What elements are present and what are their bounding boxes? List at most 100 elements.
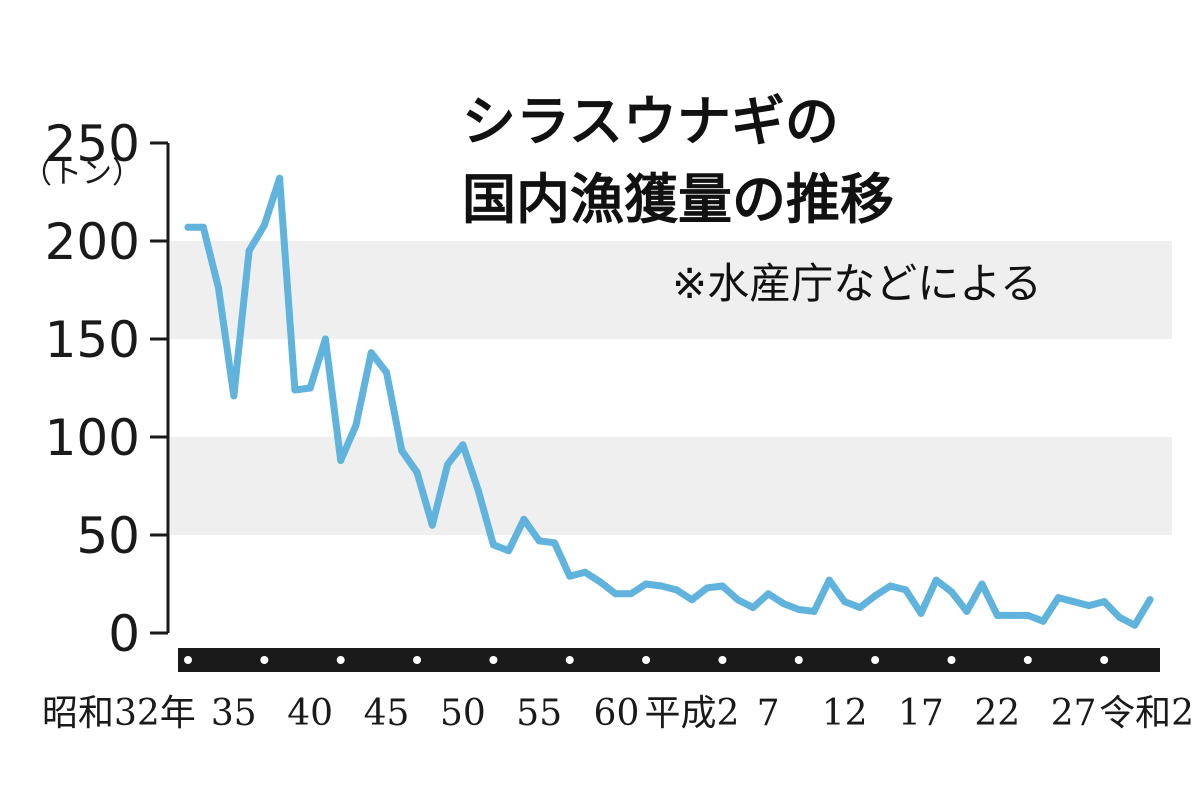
x-tick-label: 60 — [594, 693, 640, 734]
x-tick-label: 12 — [822, 693, 868, 734]
data-points — [184, 174, 1154, 629]
x-axis-dot — [794, 656, 803, 664]
series-line — [184, 174, 1154, 629]
data-point-1995 — [764, 590, 772, 598]
y-axis-ticks: 250 200 150 100 50 0 — [45, 115, 168, 663]
x-tick-label: 平成2 — [644, 693, 739, 734]
data-point-1957 — [184, 223, 192, 231]
y-axis-unit-label: （トン） — [22, 156, 142, 191]
data-point-1967 — [337, 457, 345, 465]
x-axis-dot — [413, 656, 422, 664]
data-point-2008 — [963, 607, 971, 615]
grid-band-2 — [170, 437, 1172, 535]
data-point-2004 — [902, 586, 910, 594]
x-axis-dot — [642, 656, 651, 664]
data-point-1983 — [581, 568, 589, 576]
x-tick-label: 50 — [440, 693, 486, 734]
data-point-1973 — [428, 521, 436, 529]
data-point-2017 — [1100, 598, 1108, 606]
data-point-1970 — [383, 368, 391, 376]
data-point-1977 — [489, 541, 497, 549]
data-point-2013 — [1039, 617, 1047, 625]
x-axis-dot — [184, 656, 192, 664]
data-point-2012 — [1024, 611, 1032, 619]
data-point-1963 — [276, 174, 284, 182]
y-tick-label: 200 — [45, 213, 140, 271]
x-tick-label: 55 — [516, 693, 562, 734]
data-point-2007 — [947, 588, 955, 596]
data-point-1985 — [612, 590, 620, 598]
chart-title-line-2: 国内漁獲量の推移 — [462, 168, 894, 231]
data-point-1968 — [352, 421, 360, 429]
x-tick-label: 45 — [364, 693, 410, 734]
data-point-1989 — [673, 586, 681, 594]
chart-title-line-1: シラスウナギの — [462, 90, 839, 153]
data-point-2011 — [1009, 611, 1017, 619]
data-point-1998 — [810, 607, 818, 615]
y-tick-label: 150 — [45, 311, 140, 369]
data-point-1979 — [520, 515, 528, 523]
data-point-1992 — [718, 582, 726, 590]
data-point-1975 — [459, 441, 467, 449]
data-point-2020 — [1146, 596, 1154, 604]
data-point-1981 — [550, 539, 558, 547]
data-point-2001 — [856, 604, 864, 612]
data-point-1974 — [444, 460, 452, 468]
data-point-1971 — [398, 447, 406, 455]
x-tick-label: 令和2 — [1099, 693, 1194, 734]
y-tick-label: 0 — [108, 605, 140, 663]
x-axis-tick-labels: 昭和32年 35 40 45 50 55 60 平成2 7 12 17 22 27 令和2 — [42, 693, 1194, 734]
y-tick-label: 250 — [45, 115, 140, 173]
data-point-2019 — [1131, 621, 1139, 629]
data-point-1959 — [215, 284, 223, 292]
x-tick-label: 7 — [757, 693, 780, 734]
x-axis-dot — [489, 656, 498, 664]
data-point-2006 — [932, 576, 940, 584]
x-tick-label: 27 — [1051, 693, 1097, 734]
x-axis-dot — [336, 656, 345, 664]
x-axis-dots — [184, 656, 1109, 664]
data-point-2018 — [1115, 613, 1123, 621]
x-tick-label: 22 — [974, 693, 1020, 734]
x-axis-dot — [260, 656, 269, 664]
data-point-1994 — [749, 604, 757, 612]
data-point-2009 — [978, 580, 986, 588]
x-tick-label: 40 — [287, 693, 333, 734]
data-point-1978 — [505, 547, 513, 555]
x-axis-dot — [1023, 656, 1032, 664]
data-point-1961 — [245, 247, 253, 255]
data-point-1960 — [230, 392, 238, 400]
data-point-1966 — [321, 335, 329, 343]
data-point-1996 — [780, 600, 788, 608]
x-tick-label: 昭和32年 — [42, 693, 196, 734]
data-point-1965 — [306, 384, 314, 392]
data-point-1984 — [596, 578, 604, 586]
data-point-1976 — [474, 486, 482, 494]
data-point-1980 — [535, 537, 543, 545]
x-axis-dot — [947, 656, 956, 664]
data-point-2000 — [841, 598, 849, 606]
x-axis-dot — [565, 656, 574, 664]
data-point-1987 — [642, 580, 650, 588]
y-tick-label: 50 — [76, 507, 140, 565]
data-point-2015 — [1070, 598, 1078, 606]
data-point-2005 — [917, 609, 925, 617]
x-axis-dot — [871, 656, 880, 664]
data-point-1964 — [291, 386, 299, 394]
data-point-1982 — [566, 572, 574, 580]
data-point-1986 — [627, 590, 635, 598]
data-point-1972 — [413, 468, 421, 476]
x-tick-label: 17 — [898, 693, 944, 734]
x-axis-dot — [718, 656, 727, 664]
x-tick-label: 35 — [211, 693, 257, 734]
data-point-2002 — [871, 592, 879, 600]
data-point-2010 — [993, 611, 1001, 619]
grid-band-1 — [170, 241, 1172, 339]
data-point-2016 — [1085, 602, 1093, 610]
data-point-1969 — [367, 349, 375, 357]
source-note: ※水産庁などによる — [672, 259, 1042, 308]
data-point-1999 — [825, 576, 833, 584]
data-point-2014 — [1054, 594, 1062, 602]
data-point-1993 — [734, 596, 742, 604]
y-tick-label: 100 — [45, 409, 140, 467]
